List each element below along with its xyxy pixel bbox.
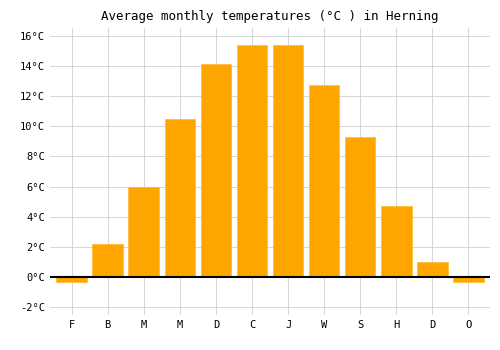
Bar: [417, 262, 448, 277]
Bar: [272, 44, 304, 277]
Title: Average monthly temperatures (°C ) in Herning: Average monthly temperatures (°C ) in He…: [101, 10, 439, 23]
Bar: [200, 64, 231, 277]
Bar: [164, 119, 195, 277]
Bar: [128, 187, 159, 277]
Bar: [453, 277, 484, 282]
Bar: [381, 206, 412, 277]
Bar: [345, 137, 376, 277]
Bar: [236, 44, 268, 277]
Bar: [309, 85, 340, 277]
Bar: [56, 277, 87, 282]
Bar: [92, 244, 123, 277]
